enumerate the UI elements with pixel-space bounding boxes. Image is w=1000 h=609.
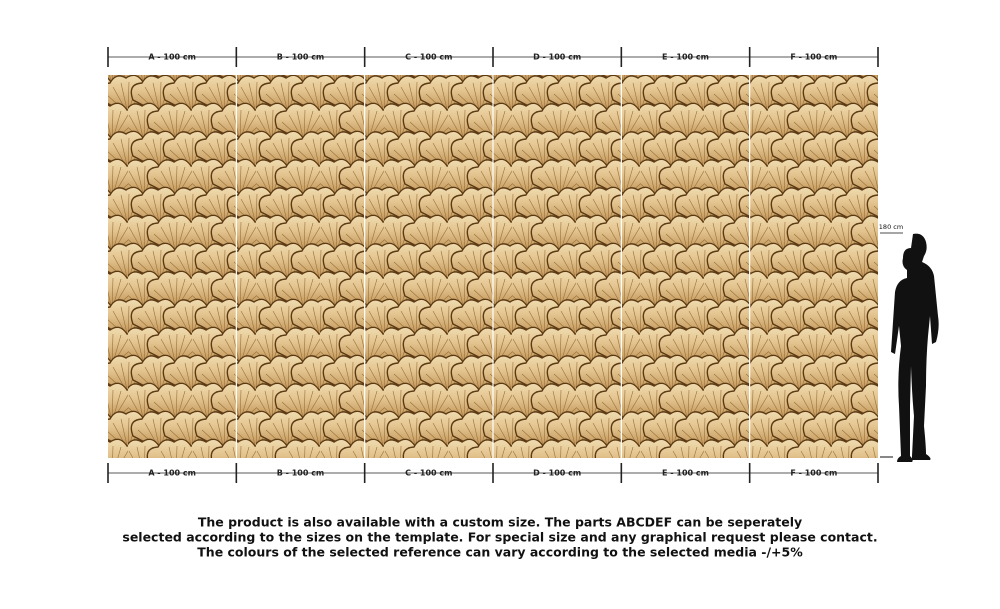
panel-label: A - 100 cm bbox=[148, 469, 196, 478]
panel-label: F - 100 cm bbox=[790, 469, 837, 478]
panel-label: D - 100 cm bbox=[533, 469, 581, 478]
panel-label: F - 100 cm bbox=[790, 53, 837, 62]
height-label: 180 cm bbox=[879, 223, 903, 231]
panel-label: E - 100 cm bbox=[662, 469, 709, 478]
panel-label: E - 100 cm bbox=[662, 53, 709, 62]
human-silhouette bbox=[880, 232, 939, 462]
panel-label: C - 100 cm bbox=[405, 53, 452, 62]
description-line: The colours of the selected reference ca… bbox=[197, 545, 803, 560]
panel-label: D - 100 cm bbox=[533, 53, 581, 62]
description-line: selected according to the sizes on the t… bbox=[122, 530, 877, 545]
panel-label: A - 100 cm bbox=[148, 53, 196, 62]
description-line: The product is also available with a cus… bbox=[198, 515, 802, 530]
panel-label: B - 100 cm bbox=[277, 469, 325, 478]
panel-label: C - 100 cm bbox=[405, 469, 452, 478]
panel-label: B - 100 cm bbox=[277, 53, 325, 62]
